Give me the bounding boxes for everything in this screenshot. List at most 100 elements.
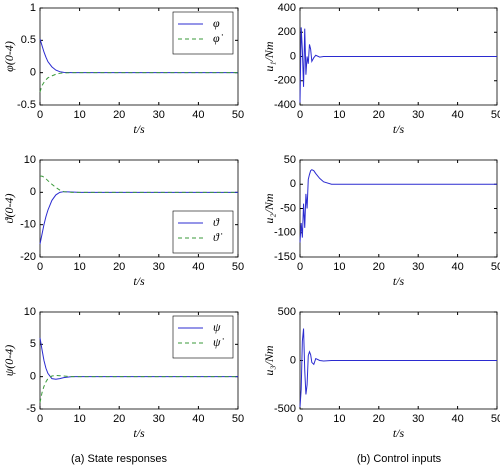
y-tick-label: -50 (280, 202, 296, 214)
panel: 0 10 20 30 40 50 -20 -10 0 10 t/s ϑ(0-4) ϑϑ̇ (2, 154, 244, 288)
series-line (299, 328, 497, 408)
y-tick-label: 0 (290, 50, 296, 62)
x-tick-label: 30 (412, 109, 424, 121)
x-tick-label: 30 (153, 413, 165, 425)
y-tick-label: -10 (20, 219, 36, 231)
y-tick-label: -500 (274, 403, 296, 415)
x-tick-label: 0 (37, 261, 43, 273)
x-tick-label: 10 (73, 261, 85, 273)
y-tick-label: 0.5 (21, 34, 36, 46)
plot-frame (39, 159, 239, 258)
x-tick-label: 50 (491, 261, 500, 273)
x-tick-label: 0 (37, 109, 43, 121)
legend-label: φ (213, 16, 220, 30)
y-tick-label: -20 (20, 251, 36, 263)
y-tick-label: 0 (290, 354, 296, 366)
legend-label: φ̇ (213, 31, 224, 45)
caption: (a) State responses (71, 453, 167, 465)
panel: 0 10 20 30 40 50 -150 -100 -50 0 50 t/s u₂/Nm (262, 154, 500, 288)
series-line (39, 72, 238, 93)
x-tick-label: 30 (412, 261, 424, 273)
y-tick-label: 10 (24, 154, 36, 166)
x-tick-label: 20 (373, 109, 385, 121)
legend-label: ϑ̇ (213, 230, 223, 244)
x-axis-label: t/s (133, 274, 145, 288)
series-line (39, 191, 238, 245)
y-tick-label: 5 (30, 338, 36, 350)
series-line (39, 374, 238, 403)
y-tick-label: 500 (278, 306, 296, 318)
y-tick-label: -200 (274, 75, 296, 87)
x-tick-label: 50 (491, 109, 500, 121)
legend-box (172, 315, 234, 359)
y-tick-label: -100 (274, 227, 296, 239)
y-tick-label: 0 (290, 178, 296, 190)
y-axis-label: φ(0-4) (2, 41, 16, 72)
y-tick-label: -400 (274, 99, 296, 111)
y-axis-label: u₁/Nm (262, 41, 276, 72)
x-tick-label: 30 (153, 109, 165, 121)
y-tick-label: -0.5 (17, 99, 36, 111)
y-tick-label: 0 (30, 186, 36, 198)
plot-frame (299, 159, 498, 258)
x-tick-label: 0 (37, 413, 43, 425)
x-axis-label: t/s (393, 274, 405, 288)
x-tick-label: 20 (373, 261, 385, 273)
x-tick-label: 10 (73, 413, 85, 425)
y-tick-label: 400 (278, 2, 296, 14)
x-tick-label: 10 (333, 261, 345, 273)
y-axis-label: u₂/Nm (262, 193, 276, 224)
series-line (39, 337, 238, 380)
x-tick-label: 20 (113, 109, 125, 121)
x-tick-label: 20 (373, 413, 385, 425)
y-tick-label: -5 (26, 403, 36, 415)
y-tick-label: 200 (278, 26, 296, 38)
legend-label: ψ (213, 320, 221, 334)
legend-box (172, 11, 234, 55)
y-axis-label: u₃/Nm (262, 345, 276, 376)
panel: 0 10 20 30 40 50-0.500.51t/sφ(0-4)φφ̇ (2, 2, 244, 136)
x-tick-label: 20 (113, 261, 125, 273)
y-tick-label: 50 (284, 154, 296, 166)
legend-label: ψ̇ (213, 335, 224, 349)
x-tick-label: 0 (297, 261, 303, 273)
x-tick-label: 10 (333, 109, 345, 121)
x-tick-label: 30 (153, 261, 165, 273)
y-tick-label: 1 (30, 2, 36, 14)
x-tick-label: 40 (451, 261, 463, 273)
series-line (299, 27, 497, 103)
x-tick-label: 0 (297, 413, 303, 425)
series-line (299, 169, 497, 243)
series-line (40, 175, 238, 193)
x-tick-label: 50 (232, 413, 244, 425)
x-tick-label: 40 (451, 109, 463, 121)
legend-label: ϑ (213, 215, 220, 229)
y-tick-label: 0 (30, 67, 36, 79)
plot-frame (39, 311, 239, 410)
x-tick-label: 0 (297, 109, 303, 121)
x-axis-label: t/s (393, 426, 405, 440)
x-tick-label: 40 (192, 261, 204, 273)
x-tick-label: 20 (113, 413, 125, 425)
x-axis-label: t/s (133, 426, 145, 440)
panel: 0 10 20 30 40 50 -400 -200 0 200 400 t/s u₁/Nm (262, 2, 500, 136)
legend-box (172, 210, 234, 254)
x-axis-label: t/s (133, 122, 145, 136)
x-tick-label: 50 (232, 109, 244, 121)
x-tick-label: 40 (451, 413, 463, 425)
x-tick-label: 40 (192, 109, 204, 121)
x-tick-label: 50 (491, 413, 500, 425)
x-tick-label: 40 (192, 413, 204, 425)
x-tick-label: 50 (232, 261, 244, 273)
y-axis-label: ϑ(0-4) (2, 194, 16, 224)
y-axis-label: ψ(0-4) (2, 345, 16, 376)
plot-frame (39, 7, 239, 106)
y-tick-label: 0 (30, 371, 36, 383)
x-tick-label: 10 (73, 109, 85, 121)
caption: (b) Control inputs (357, 453, 442, 465)
x-tick-label: 30 (412, 413, 424, 425)
x-tick-label: 10 (333, 413, 345, 425)
